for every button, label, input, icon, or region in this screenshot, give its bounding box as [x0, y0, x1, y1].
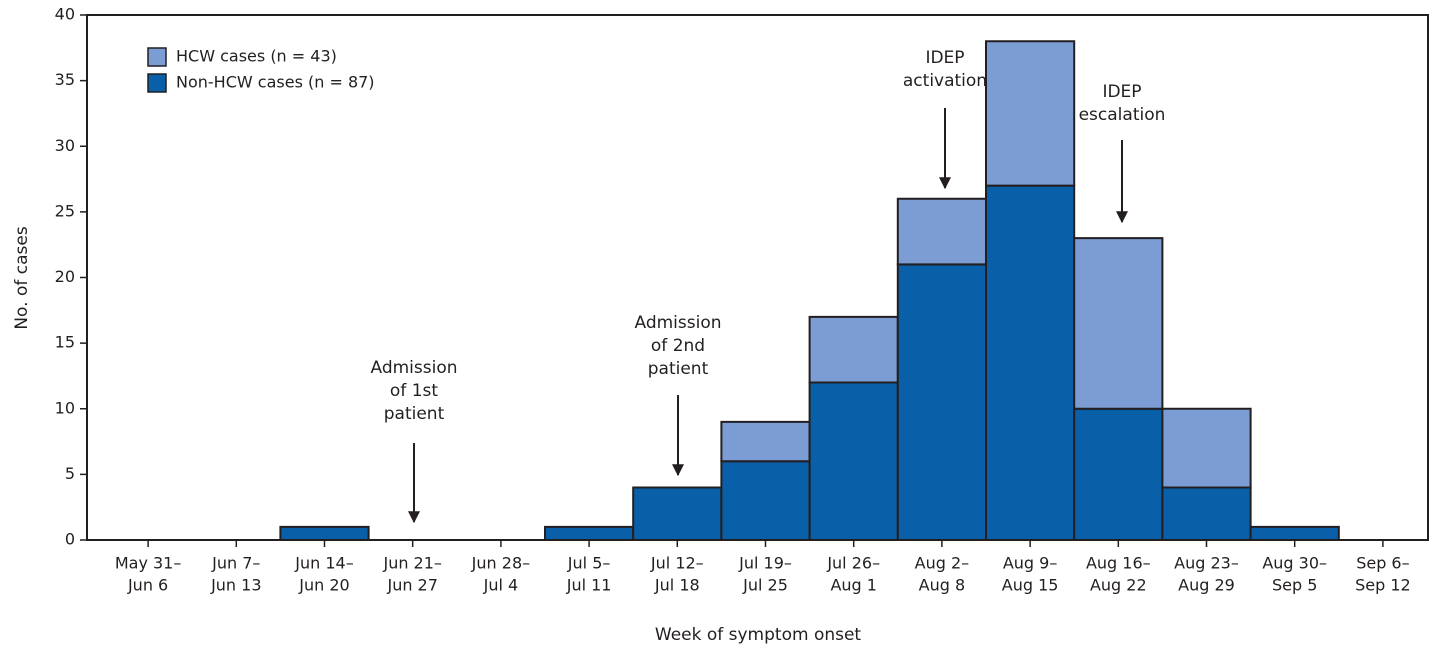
x-tick-label: Jun 27	[386, 576, 437, 595]
legend-label: Non-HCW cases (n = 87)	[176, 73, 375, 92]
x-tick-label: Jun 28–	[471, 554, 530, 573]
annotation: IDEP	[925, 48, 964, 68]
bar	[632, 486, 723, 541]
annotation: escalation	[1079, 105, 1166, 125]
x-tick-label: Jul 26–	[826, 554, 880, 573]
x-tick-label: Jul 12–	[650, 554, 704, 573]
annotation: of 2nd	[651, 336, 705, 356]
annotation: patient	[648, 359, 709, 379]
y-tick-label: 30	[55, 136, 75, 155]
legend-swatch	[147, 47, 167, 67]
x-tick-label: Jul 19–	[738, 554, 792, 573]
x-tick-label: Aug 30–	[1262, 554, 1327, 573]
plot-frame	[86, 14, 1429, 541]
annotation: patient	[384, 404, 445, 424]
x-tick-label: Aug 15	[1002, 576, 1059, 595]
x-tick-label: Sep 12	[1355, 576, 1411, 595]
x-tick-label: Jun 7–	[211, 554, 260, 573]
y-axis-title: No. of cases	[12, 226, 32, 329]
legend-swatch	[147, 73, 167, 93]
bar	[1249, 525, 1340, 541]
annotation: Admission	[634, 313, 721, 333]
bar	[985, 184, 1076, 541]
bar	[808, 381, 899, 541]
x-tick-label: Jun 20	[298, 576, 349, 595]
x-tick-label: Jul 11	[566, 576, 612, 595]
x-tick-label: Sep 5	[1272, 576, 1317, 595]
bar	[1073, 407, 1164, 541]
legend-label: HCW cases (n = 43)	[176, 47, 337, 66]
x-tick-label: Jul 5–	[567, 554, 611, 573]
bar	[720, 420, 811, 463]
x-tick-label: Aug 1	[830, 576, 877, 595]
y-tick-label: 40	[55, 5, 75, 24]
x-tick-label: Aug 2–	[915, 554, 970, 573]
bar	[1161, 486, 1252, 541]
bar	[808, 315, 899, 384]
bar	[544, 525, 635, 541]
x-tick-label: Jun 14–	[294, 554, 353, 573]
y-tick-label: 20	[55, 267, 75, 286]
annotation: IDEP	[1102, 82, 1141, 102]
bar	[720, 460, 811, 541]
bar	[896, 197, 987, 266]
x-tick-label: Jul 18	[654, 576, 700, 595]
x-tick-label: Aug 16–	[1086, 554, 1151, 573]
bar	[896, 263, 987, 541]
x-tick-label: Jul 25	[742, 576, 788, 595]
y-tick-label: 15	[55, 333, 75, 352]
x-axis-title: Week of symptom onset	[655, 625, 862, 645]
x-tick-label: Aug 29	[1178, 576, 1235, 595]
bar	[279, 525, 370, 541]
y-tick-label: 5	[65, 464, 75, 483]
x-tick-label: May 31–	[115, 554, 182, 573]
x-tick-label: Aug 22	[1090, 576, 1147, 595]
x-tick-label: Jun 6	[127, 576, 168, 595]
y-tick-label: 25	[55, 201, 75, 220]
x-tick-label: Aug 8	[919, 576, 966, 595]
annotation: of 1st	[390, 381, 438, 401]
x-tick-label: Aug 9–	[1003, 554, 1058, 573]
x-tick-label: Aug 23–	[1174, 554, 1239, 573]
bar	[1073, 237, 1164, 410]
y-tick-label: 0	[65, 530, 75, 549]
y-tick-label: 10	[55, 398, 75, 417]
bar	[1161, 407, 1252, 489]
y-tick-label: 35	[55, 70, 75, 89]
x-tick-label: Jun 13	[210, 576, 261, 595]
x-tick-label: Sep 6–	[1356, 554, 1409, 573]
annotation: Admission	[370, 358, 457, 378]
x-tick-label: Jun 21–	[382, 554, 441, 573]
bar	[985, 40, 1076, 187]
x-tick-label: Jul 4	[483, 576, 519, 595]
annotation: activation	[903, 71, 987, 91]
